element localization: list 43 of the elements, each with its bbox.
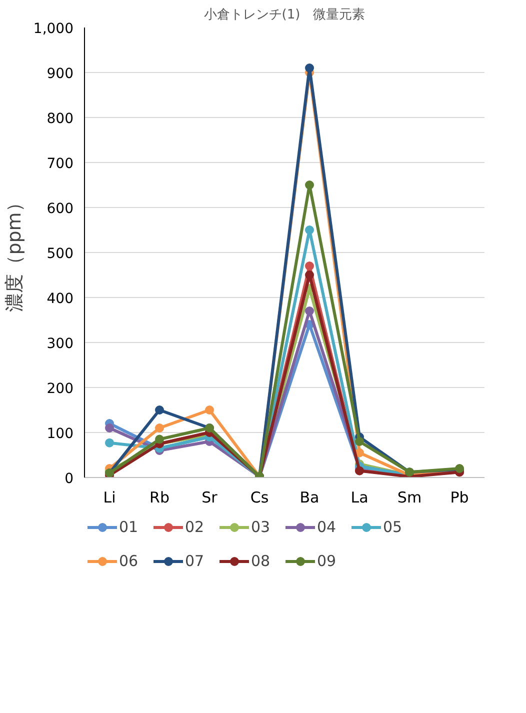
point xyxy=(205,406,214,414)
y-tick-label: 100 xyxy=(46,426,74,442)
y-tick-label: 800 xyxy=(46,111,74,127)
x-tick-label: Sr xyxy=(202,488,218,506)
y-tick-label: 600 xyxy=(46,201,74,217)
legend-label: 04 xyxy=(317,518,337,536)
legend-label: 02 xyxy=(185,518,205,536)
x-tick-label: Cs xyxy=(250,488,269,506)
legend-label: 08 xyxy=(251,552,271,570)
chart-title: 小倉トレンチ(1) 微量元素 xyxy=(204,8,366,22)
point xyxy=(305,180,314,190)
x-tick-label: Rb xyxy=(150,488,170,506)
y-tick-label: 200 xyxy=(46,381,74,397)
point xyxy=(155,406,164,414)
point xyxy=(305,270,314,280)
point xyxy=(305,262,314,270)
x-tick-label: Sm xyxy=(397,488,422,506)
y-tick-label: 1,000 xyxy=(33,21,74,37)
legend-label: 05 xyxy=(383,518,403,536)
y-tick-label: 400 xyxy=(46,291,74,307)
x-tick-label: Pb xyxy=(450,488,469,506)
x-tick-label: Ba xyxy=(300,488,320,506)
point xyxy=(305,306,314,316)
point xyxy=(355,437,364,446)
point xyxy=(105,438,114,448)
y-tick-label: 900 xyxy=(46,66,74,82)
point xyxy=(305,226,314,234)
legend-label: 07 xyxy=(185,552,205,570)
legend-label: 03 xyxy=(251,518,271,536)
legend-label: 09 xyxy=(317,552,337,570)
y-tick-label: 0 xyxy=(64,471,74,487)
point xyxy=(155,424,164,432)
point xyxy=(155,434,164,444)
legend-label: 01 xyxy=(119,518,139,536)
x-tick-label: Li xyxy=(103,488,116,506)
point xyxy=(305,64,314,72)
point xyxy=(105,424,114,432)
y-tick-label: 500 xyxy=(46,246,74,262)
y-tick-label: 700 xyxy=(46,156,74,172)
legend-label: 06 xyxy=(119,552,139,570)
x-tick-label: La xyxy=(350,488,368,506)
y-tick-label: 300 xyxy=(46,336,74,352)
y-axis-title: 濃度（ppm） xyxy=(3,193,26,312)
